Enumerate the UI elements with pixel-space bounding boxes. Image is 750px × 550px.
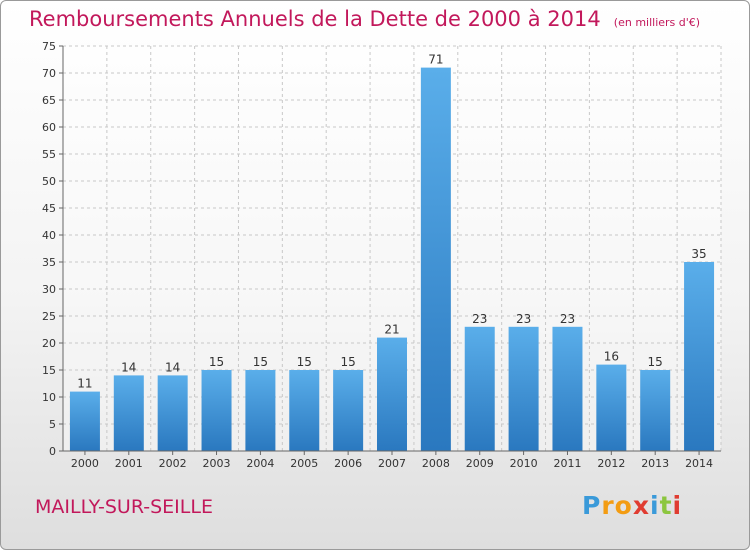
y-tick-label: 50 [42,175,56,188]
x-tick-label: 2013 [641,457,669,470]
bar-value-label: 23 [472,312,487,326]
bar [508,326,539,451]
bar-value-label: 15 [253,355,268,369]
logo-letter: P [582,491,602,520]
x-tick-label: 2002 [159,457,187,470]
bar [464,326,495,451]
y-tick-label: 35 [42,256,56,269]
bar-value-label: 21 [384,323,399,337]
logo-letter: i [672,491,683,520]
x-tick-label: 2007 [378,457,406,470]
y-tick-label: 5 [49,418,56,431]
bar [69,391,100,451]
x-tick-label: 2008 [422,457,450,470]
y-tick-label: 10 [42,391,56,404]
bar-value-label: 11 [77,377,92,391]
bar [420,67,451,451]
bar-value-label: 23 [516,312,531,326]
bar-value-label: 15 [297,355,312,369]
y-tick-label: 20 [42,337,56,350]
logo-letter: t [659,491,673,520]
bar [377,337,407,451]
y-tick-label: 45 [42,202,56,215]
bar-value-label: 14 [121,360,136,374]
x-tick-label: 2000 [71,457,99,470]
y-tick-label: 55 [42,148,56,161]
y-tick-label: 75 [42,40,56,53]
chart-title-text: Remboursements Annuels de la Dette de 20… [29,7,601,31]
logo-letter: r [601,491,615,520]
x-tick-label: 2001 [115,457,143,470]
bar-value-label: 15 [648,355,663,369]
x-tick-label: 2012 [597,457,625,470]
commune-name: MAILLY-SUR-SEILLE [35,496,213,518]
x-tick-label: 2004 [246,457,274,470]
bar-value-label: 35 [691,247,706,261]
y-tick-label: 25 [42,310,56,323]
x-tick-label: 2009 [466,457,494,470]
bar [333,370,364,451]
x-tick-label: 2005 [290,457,318,470]
x-tick-label: 2014 [685,457,713,470]
logo-letter: i [650,491,660,520]
bar [201,370,232,451]
bar [245,370,276,451]
logo-letter: x [632,491,650,520]
bar-value-label: 71 [428,53,443,67]
y-tick-label: 15 [42,364,56,377]
bar [552,326,583,451]
x-tick-label: 2010 [510,457,538,470]
proxiti-logo: Proxiti [582,491,682,520]
y-tick-label: 70 [42,67,56,80]
x-tick-label: 2003 [203,457,231,470]
bar [596,364,627,451]
y-tick-label: 60 [42,121,56,134]
y-tick-label: 30 [42,283,56,296]
x-tick-label: 2011 [553,457,581,470]
bar-value-label: 23 [560,312,575,326]
logo-letter: o [614,491,633,520]
y-tick-label: 40 [42,229,56,242]
x-tick-label: 2006 [334,457,362,470]
bar-value-label: 15 [209,355,224,369]
bar-value-label: 16 [604,350,619,364]
bar-value-label: 15 [340,355,355,369]
bar [289,370,320,451]
y-tick-label: 0 [49,445,56,458]
bar [684,262,715,451]
bar [157,375,188,451]
y-tick-label: 65 [42,94,56,107]
bar-value-label: 14 [165,360,180,374]
chart-unit: (en milliers d'€) [613,16,701,29]
bar [113,375,144,451]
chart-title: Remboursements Annuels de la Dette de 20… [29,7,700,31]
bar [640,370,671,451]
